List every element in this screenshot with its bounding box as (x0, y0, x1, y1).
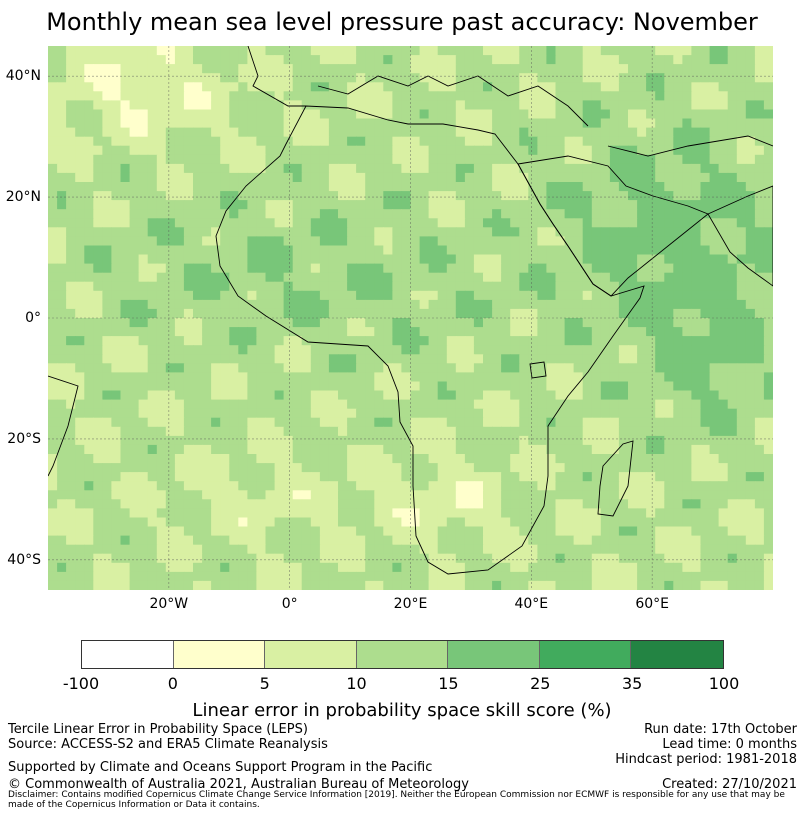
colorbar (81, 640, 724, 669)
colorbar-tick-label: 10 (346, 674, 367, 693)
disclaimer: Disclaimer: Contains modified Copernicus… (8, 790, 785, 810)
lat-tick-label: 40°N (5, 68, 41, 85)
lead-time: Lead time: 0 months (662, 737, 797, 752)
india-coastline (707, 185, 773, 287)
colorbar-segment (173, 641, 266, 668)
lat-tick-label: 20°N (5, 189, 41, 206)
footer-left: Tercile Linear Error in Probability Spac… (8, 722, 328, 752)
colorbar-tick-label: 5 (259, 674, 270, 693)
source-text: Source: ACCESS-S2 and ERA5 Climate Reana… (8, 737, 328, 752)
south-america-coastline (48, 375, 79, 477)
lat-tick-label: 20°S (7, 430, 41, 447)
support-text: Supported by Climate and Oceans Support … (8, 760, 433, 775)
madagascar-coastline (597, 440, 634, 517)
colorbar-segment (356, 641, 449, 668)
copyright-text: © Commonwealth of Australia 2021, Austra… (8, 777, 469, 792)
africa-coastline (215, 105, 645, 575)
lat-tick-label: 0° (25, 310, 41, 326)
colorbar-segment (448, 641, 540, 668)
lat-tick-label: 40°S (7, 551, 41, 568)
hindcast-period: Hindcast period: 1981-2018 (615, 752, 797, 767)
coastlines (48, 46, 773, 575)
skill-map-canvas (48, 46, 773, 590)
lon-tick-label: 0° (281, 596, 298, 612)
colorbar-segment (82, 641, 174, 668)
map-title: Monthly mean sea level pressure past acc… (46, 8, 758, 36)
colorbar-tick-label: 25 (530, 674, 551, 693)
colorbar-segment (631, 641, 723, 668)
lon-tick-label: 20°E (393, 596, 428, 612)
lake-victoria (529, 361, 547, 379)
gridlines (48, 46, 773, 590)
skill-map[interactable] (48, 46, 773, 590)
colorbar-tick-label: -100 (62, 674, 100, 693)
skill-field (48, 46, 773, 590)
colorbar-segment (539, 641, 632, 668)
created-date: Created: 27/10/2021 (662, 777, 797, 792)
arabia-coastline (517, 155, 709, 297)
method-text: Tercile Linear Error in Probability Spac… (8, 722, 308, 737)
europe-coastline (247, 46, 773, 157)
lon-tick-label: 40°E (514, 596, 549, 612)
run-date: Run date: 17th October (644, 722, 797, 737)
lon-tick-label: 60°E (635, 596, 669, 612)
colorbar-tick-label: 35 (621, 674, 643, 693)
colorbar-tick-label: 0 (167, 674, 178, 693)
colorbar-tick-label: 100 (708, 674, 740, 693)
colorbar-segment (265, 641, 357, 668)
footer-right: Run date: 17th October Lead time: 0 mont… (615, 722, 797, 767)
colorbar-tick-label: 15 (438, 674, 459, 693)
lon-tick-label: 20°W (149, 596, 189, 612)
colorbar-label: Linear error in probability space skill … (192, 700, 612, 721)
